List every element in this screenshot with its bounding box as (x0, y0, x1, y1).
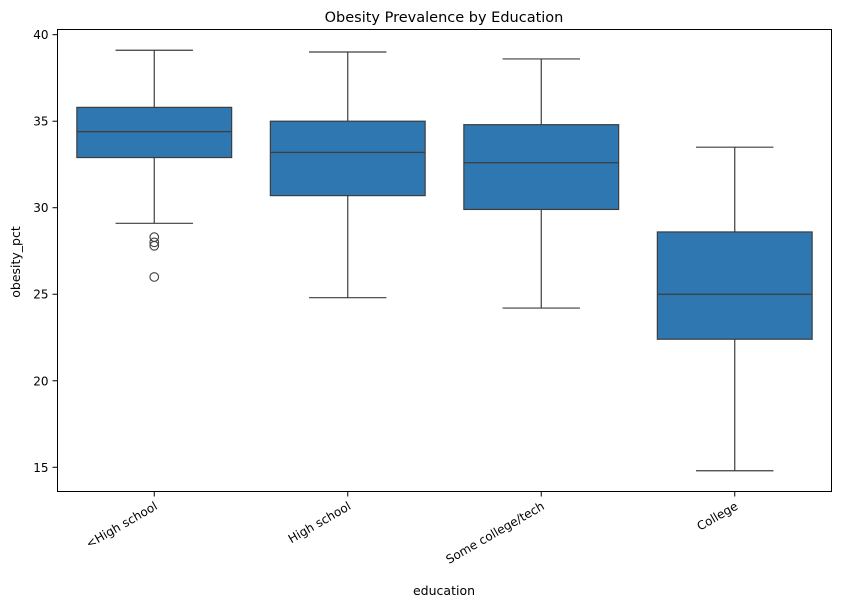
x-axis-label: education (413, 583, 475, 598)
outlier-point (149, 237, 160, 248)
plot-frame (57, 29, 832, 492)
y-tick-label: 35 (33, 115, 48, 129)
y-axis: 15 20 25 30 35 40 (33, 28, 58, 475)
y-axis-label: obesity_pct (8, 226, 23, 298)
y-tick-label: 30 (33, 201, 48, 215)
box-group (463, 58, 620, 309)
iqr-box (76, 106, 233, 159)
y-tick-label: 25 (33, 288, 48, 302)
iqr-box (269, 120, 426, 197)
box-group (76, 49, 233, 282)
plot-area (76, 49, 813, 472)
iqr-box (656, 231, 813, 340)
outlier-point (149, 240, 160, 251)
y-tick-label: 20 (33, 374, 48, 388)
box-group (656, 146, 813, 472)
y-tick-label: 15 (33, 461, 48, 475)
box-group (269, 51, 426, 299)
y-tick-label: 40 (33, 28, 48, 42)
iqr-box (463, 124, 620, 211)
outlier-point (149, 272, 160, 282)
chart-title: Obesity Prevalence by Education (325, 10, 564, 26)
